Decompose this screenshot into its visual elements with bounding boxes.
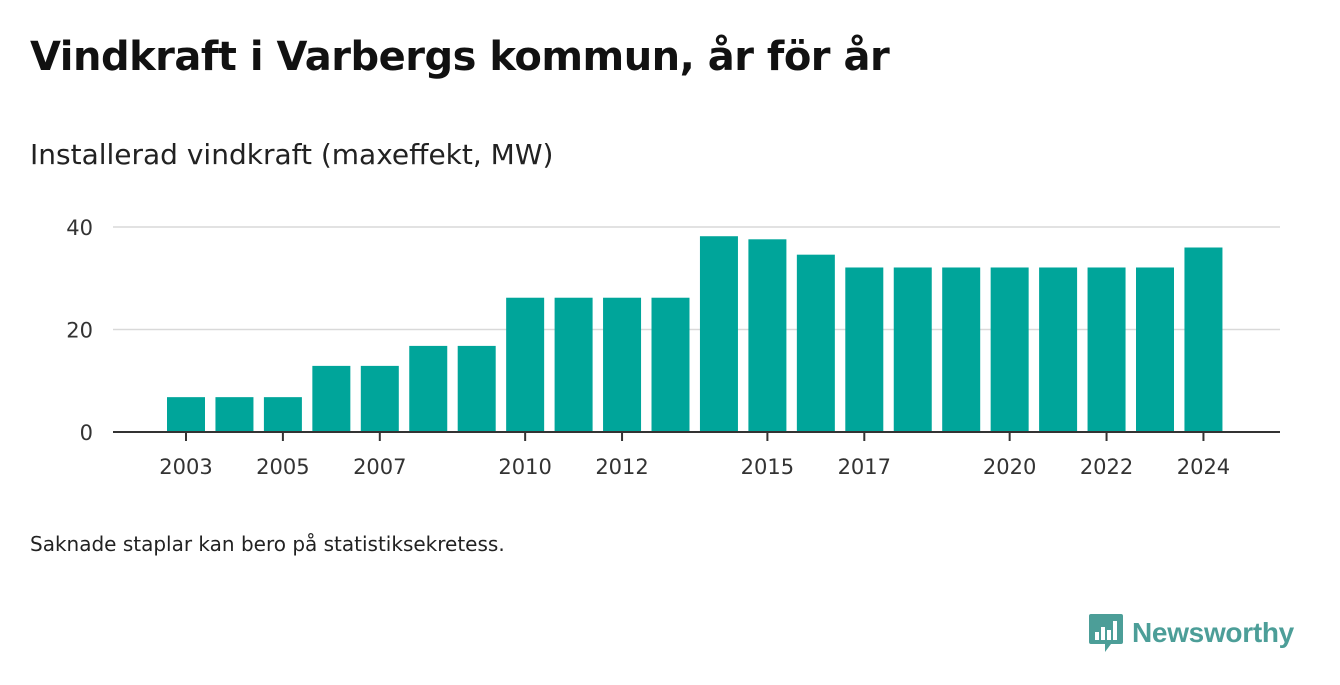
x-tick-label: 2005 [256, 455, 309, 479]
bar-2010 [506, 297, 545, 432]
bar-2022 [1087, 267, 1126, 432]
bar-2013 [651, 297, 690, 432]
bar-2020 [990, 267, 1029, 432]
bar-2009 [457, 345, 496, 432]
y-tick-label: 0 [80, 421, 93, 445]
newsworthy-logo-icon [1089, 614, 1123, 652]
footnote: Saknade staplar kan bero på statistiksek… [30, 532, 505, 556]
x-tick-label: 2007 [353, 455, 406, 479]
bar-2011 [554, 297, 593, 432]
x-tick-label: 2003 [159, 455, 212, 479]
x-tick-label: 2022 [1080, 455, 1133, 479]
x-tick-label: 2015 [741, 455, 794, 479]
bar-2014 [699, 236, 738, 432]
bar-2017 [845, 267, 884, 432]
chart-title: Vindkraft i Varbergs kommun, år för år [30, 34, 890, 80]
bar-2006 [312, 365, 351, 432]
x-tick-label: 2024 [1177, 455, 1230, 479]
bar-2005 [263, 397, 302, 432]
bar-2023 [1136, 267, 1174, 432]
bar-2007 [360, 365, 399, 432]
bar-2015 [748, 239, 787, 432]
grid-lines [113, 226, 1280, 331]
bar-2003 [167, 397, 205, 432]
x-axis: 2003 2005 2007 2010 2012 2015 2017 2020 2022 2024 [113, 431, 1280, 479]
bar-2018 [893, 267, 932, 432]
bar-2024 [1184, 247, 1223, 432]
y-axis: 0 20 40 [66, 216, 93, 445]
bar-2016 [796, 254, 835, 432]
y-tick-label: 20 [66, 319, 93, 343]
y-tick-label: 40 [66, 216, 93, 240]
newsworthy-logo: Newsworthy [1088, 612, 1294, 654]
bar-series [167, 236, 1223, 432]
bar-2012 [603, 297, 642, 432]
x-tick-label: 2020 [983, 455, 1036, 479]
bar-2021 [1039, 267, 1078, 432]
x-tick-label: 2017 [838, 455, 891, 479]
x-tick-label: 2010 [498, 455, 551, 479]
chart-subtitle: Installerad vindkraft (maxeffekt, MW) [30, 138, 554, 171]
x-tick-label: 2012 [595, 455, 648, 479]
bar-2008 [409, 345, 448, 432]
bar-2019 [942, 267, 981, 432]
brand-name: Newsworthy [1132, 617, 1294, 648]
bar-2004 [215, 397, 254, 432]
